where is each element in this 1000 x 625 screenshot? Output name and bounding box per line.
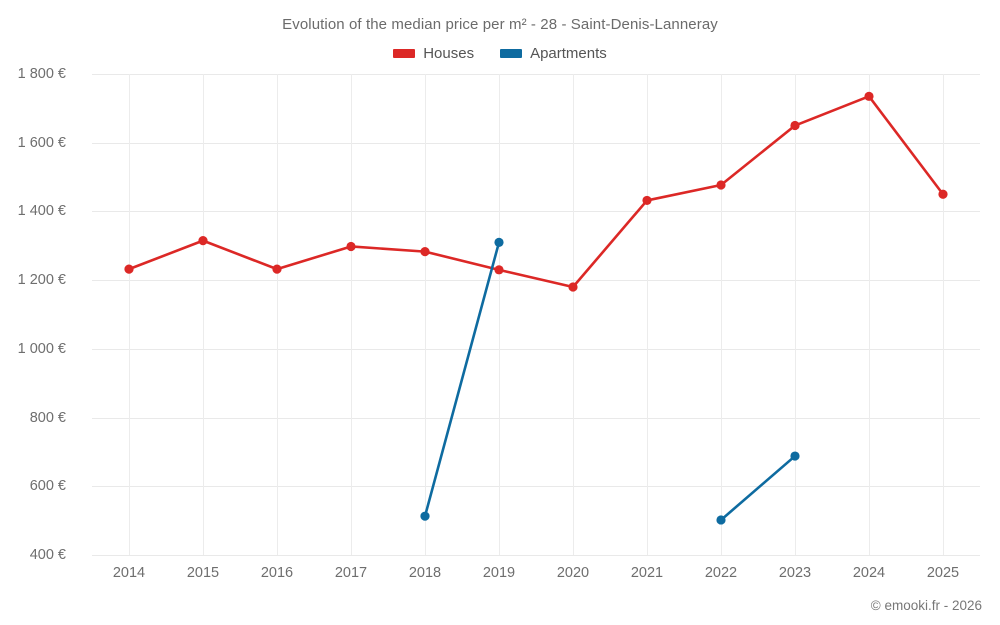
gridline-vertical: [721, 74, 722, 555]
gridline-horizontal: [92, 348, 980, 350]
y-axis-tick-label: 600 €: [29, 478, 66, 495]
legend-label-apartments: Apartments: [530, 45, 607, 62]
y-axis-tick-label: 1 400 €: [17, 203, 66, 220]
series-line-apartments: [719, 454, 797, 522]
gridline-vertical: [795, 74, 796, 555]
x-axis-tick-label: 2023: [778, 565, 812, 581]
data-point-houses-2019[interactable]: [494, 265, 504, 275]
data-point-houses-2015[interactable]: [198, 236, 208, 246]
data-point-houses-2024[interactable]: [864, 91, 874, 101]
x-axis-tick-label: 2024: [852, 565, 886, 581]
gridline-vertical: [203, 74, 204, 555]
gridline-horizontal: [92, 417, 980, 419]
gridline-vertical: [129, 74, 130, 555]
data-point-apartments-2019[interactable]: [494, 237, 504, 247]
gridline-horizontal: [92, 486, 980, 488]
data-point-houses-2021[interactable]: [642, 195, 652, 206]
data-point-houses-2018[interactable]: [420, 247, 430, 257]
data-point-apartments-2023[interactable]: [790, 451, 800, 461]
legend-swatch-apartments: [500, 49, 523, 58]
x-axis-tick-label: 2018: [408, 565, 442, 581]
series-line-apartments: [423, 241, 501, 518]
data-point-houses-2017[interactable]: [346, 241, 356, 252]
data-series-layer: [124, 91, 948, 525]
gridline-horizontal: [92, 555, 980, 556]
gridline-vertical: [499, 74, 500, 555]
y-axis-tick-label: 400 €: [29, 547, 66, 563]
legend-label-houses: Houses: [423, 45, 475, 62]
data-point-houses-2025[interactable]: [938, 189, 948, 199]
gridline-vertical: [351, 74, 352, 555]
data-point-houses-2020[interactable]: [568, 282, 578, 292]
y-axis-tick-label: 1 800 €: [17, 66, 66, 82]
x-axis-tick-label: 2019: [482, 565, 516, 581]
x-axis-tick-label: 2021: [630, 565, 664, 581]
y-axis-tick-label: 1 200 €: [17, 272, 66, 289]
data-point-houses-2014[interactable]: [124, 264, 134, 274]
x-axis-tick-label: 2025: [926, 565, 960, 581]
y-axis-tick-label: 1 000 €: [17, 340, 66, 357]
legend-item-houses[interactable]: Houses: [393, 45, 474, 62]
data-point-apartments-2022[interactable]: [716, 515, 726, 525]
gridline-horizontal: [92, 74, 980, 75]
x-axis-tick-label: 2020: [556, 565, 590, 581]
y-axis-tick-label: 1 600 €: [17, 134, 66, 151]
gridline-vertical: [647, 74, 648, 555]
x-axis-tick-label: 2015: [186, 565, 220, 581]
data-point-apartments-2018[interactable]: [420, 511, 430, 521]
legend-item-apartments[interactable]: Apartments: [500, 45, 607, 62]
gridline-vertical: [869, 74, 870, 555]
chart-title: Evolution of the median price per m² - 2…: [282, 16, 718, 33]
data-point-houses-2022[interactable]: [716, 180, 726, 190]
y-axis-tick-label: 800 €: [29, 409, 66, 426]
legend-swatch-houses: [393, 49, 416, 58]
gridline-vertical: [943, 74, 944, 555]
copyright-credit: © emooki.fr - 2026: [870, 598, 982, 613]
x-axis-tick-label: 2014: [112, 565, 146, 581]
x-axis-tick-label: 2017: [334, 565, 368, 581]
gridline-vertical: [573, 74, 574, 555]
gridline-vertical: [425, 74, 426, 555]
gridline-vertical: [277, 74, 278, 555]
plot-area: 1 800 € 1 600 € 1 400 € 1 200 € 1 000 € 800 €…: [18, 66, 980, 581]
data-point-houses-2016[interactable]: [272, 264, 282, 274]
gridline-horizontal: [92, 280, 980, 282]
x-axis-tick-label: 2016: [260, 565, 294, 581]
chart-legend: Houses Apartments: [0, 45, 1000, 62]
gridline-horizontal: [92, 211, 980, 213]
data-point-houses-2023[interactable]: [790, 120, 800, 131]
x-axis-tick-label: 2022: [704, 565, 738, 581]
gridline-horizontal: [92, 142, 980, 144]
series-line-houses: [127, 95, 945, 289]
